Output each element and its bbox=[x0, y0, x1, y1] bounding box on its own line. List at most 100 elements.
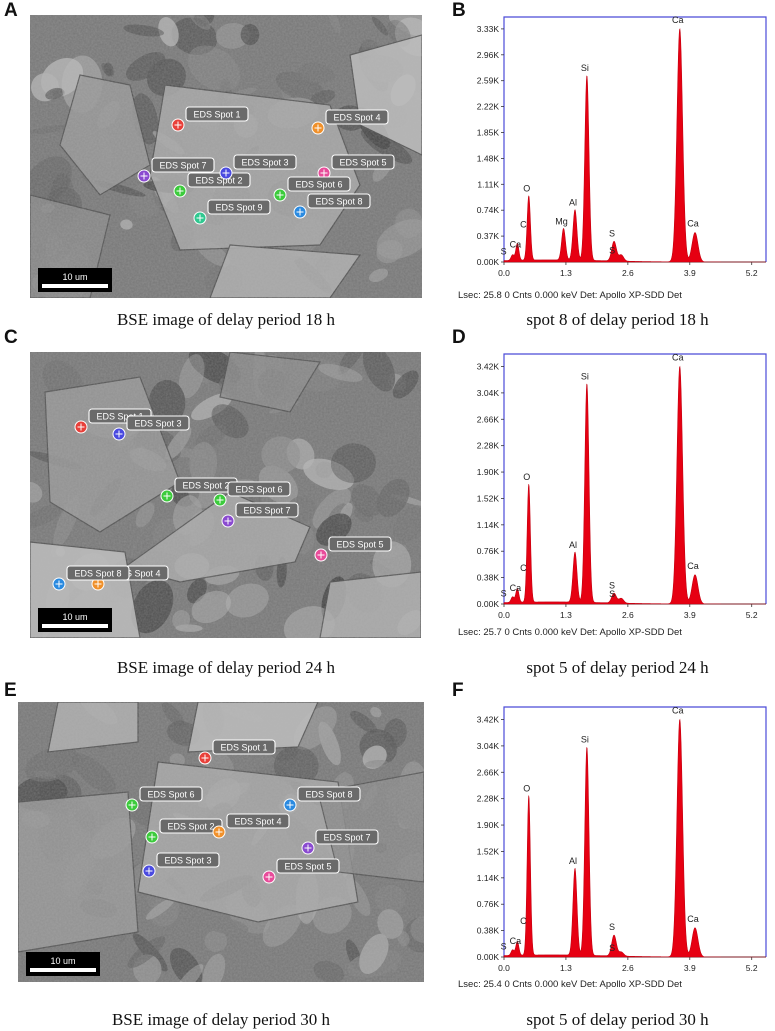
y-tick-label: 3.42K bbox=[477, 715, 500, 725]
peak-label: O bbox=[523, 783, 530, 793]
eds-spot-label: EDS Spot 5 bbox=[284, 862, 331, 872]
y-tick-label: 1.48K bbox=[477, 153, 500, 163]
scale-bar-label: 10 um bbox=[62, 612, 87, 622]
x-tick-label: 3.9 bbox=[684, 963, 696, 973]
y-tick-label: 2.66K bbox=[477, 767, 500, 777]
scale-bar-label: 10 um bbox=[62, 272, 87, 282]
eds-spot-marker: EDS Spot 1 bbox=[171, 106, 249, 132]
eds-spot-label: EDS Spot 2 bbox=[167, 822, 214, 832]
eds-spot-label: EDS Spot 8 bbox=[315, 197, 362, 207]
spectrum-canvas: 0.00K 0.38K 0.76K 1.14K 1.52K 1.90K 2.28K 2.66K… bbox=[477, 353, 767, 620]
y-tick-label: 3.04K bbox=[477, 388, 500, 398]
spectrum-frame bbox=[503, 353, 767, 604]
peak-label: C bbox=[520, 916, 527, 926]
x-tick-label: 1.3 bbox=[560, 963, 572, 973]
x-tick-label: 5.2 bbox=[746, 963, 758, 973]
peak-label: Ca bbox=[672, 15, 684, 25]
eds-spot-label: EDS Spot 6 bbox=[147, 790, 194, 800]
sem-canvas: EDS Spot 1 EDS Spot 2 EDS Spot 3 EDS Spot 4… bbox=[18, 702, 424, 982]
panel-letter-d: D bbox=[452, 327, 466, 348]
eds-spot-marker: EDS Spot 2 bbox=[160, 477, 238, 503]
y-tick-label: 0.76K bbox=[477, 899, 500, 909]
eds-spot-label-box bbox=[156, 852, 220, 868]
x-tick-label: 1.3 bbox=[560, 610, 572, 620]
peak-label: C bbox=[520, 563, 527, 573]
eds-spot-label: EDS Spot 1 bbox=[220, 743, 267, 753]
eds-spot-marker: EDS Spot 2 bbox=[145, 818, 223, 844]
y-tick-label: 2.96K bbox=[477, 50, 500, 60]
caption-bse-18h: BSE image of delay period 18 h bbox=[116, 310, 336, 329]
y-tick-label: 3.04K bbox=[477, 741, 500, 751]
y-tick-label: 2.28K bbox=[477, 794, 500, 804]
peak-label: S bbox=[609, 246, 615, 256]
y-tick-label: 2.22K bbox=[477, 102, 500, 112]
y-tick-label: 1.11K bbox=[477, 179, 499, 189]
eds-spot-label-box bbox=[328, 536, 392, 552]
eds-spot-label-box bbox=[287, 176, 351, 192]
eds-spot-label-box bbox=[185, 106, 249, 122]
caption-spectrum-30h: spot 5 of delay period 30 h bbox=[526, 1010, 709, 1029]
peak-label: S bbox=[501, 246, 507, 256]
eds-spot-label: EDS Spot 9 bbox=[215, 203, 262, 213]
spectrum-series bbox=[503, 718, 766, 958]
eds-spot-label-box bbox=[139, 786, 203, 802]
eds-spot-label-box bbox=[66, 565, 130, 581]
eds-spot-label-box bbox=[315, 829, 379, 845]
peak-label: Ca bbox=[687, 219, 699, 229]
peak-label: Ca bbox=[510, 936, 522, 946]
peak-label: Ca bbox=[687, 561, 699, 571]
spectrum-footer-30h: Lsec: 25.4 0 Cnts 0.000 keV Det: Apollo … bbox=[458, 979, 682, 990]
sem-canvas: EDS Spot 1 EDS Spot 2 EDS Spot 3 EDS Spot 4… bbox=[30, 15, 422, 298]
eds-spot-label: EDS Spot 5 bbox=[339, 158, 386, 168]
eds-spot-marker: EDS Spot 5 bbox=[314, 536, 392, 562]
panel-letter-c: C bbox=[4, 327, 18, 348]
eds-spot-marker: EDS Spot 4 bbox=[212, 813, 290, 839]
peak-label: S bbox=[609, 943, 615, 953]
y-tick-label: 1.90K bbox=[477, 467, 500, 477]
eds-spot-label: EDS Spot 7 bbox=[159, 161, 206, 171]
y-tick-label: 1.52K bbox=[477, 846, 500, 856]
eds-spot-label-box bbox=[187, 172, 251, 188]
eds-spot-marker: EDS Spot 5 bbox=[262, 858, 340, 884]
eds-spot-label: EDS Spot 4 bbox=[333, 113, 380, 123]
peak-label: Si bbox=[581, 63, 589, 73]
eds-spot-label: EDS Spot 3 bbox=[134, 419, 181, 429]
eds-spot-label: EDS Spot 8 bbox=[74, 569, 121, 579]
eds-spot-marker: EDS Spot 8 bbox=[283, 786, 361, 812]
peak-label: Ca bbox=[510, 240, 522, 250]
panel-letter-a: A bbox=[4, 0, 18, 21]
spectrum-canvas: 0.00K 0.38K 0.76K 1.14K 1.52K 1.90K 2.28K 2.66K… bbox=[477, 706, 767, 973]
spectrum-footer-18h: Lsec: 25.8 0 Cnts 0.000 keV Det: Apollo … bbox=[458, 290, 682, 301]
eds-spot-label: EDS Spot 1 bbox=[193, 110, 240, 120]
eds-spectrum-24h: 0.00K 0.38K 0.76K 1.14K 1.52K 1.90K 2.28K 2.66K… bbox=[460, 352, 770, 642]
peak-label: S bbox=[609, 922, 615, 932]
peak-label: O bbox=[523, 184, 530, 194]
x-tick-label: 1.3 bbox=[560, 268, 572, 278]
eds-spot-label: EDS Spot 7 bbox=[323, 833, 370, 843]
scale-bar: 10 um bbox=[38, 268, 112, 292]
eds-spot-label-box bbox=[212, 739, 276, 755]
caption-spectrum-24h: spot 5 of delay period 24 h bbox=[526, 658, 709, 677]
eds-spot-marker: EDS Spot 5 bbox=[317, 154, 395, 180]
x-tick-label: 3.9 bbox=[684, 610, 696, 620]
eds-spot-label-box bbox=[331, 154, 395, 170]
eds-spot-label-box bbox=[235, 502, 299, 518]
eds-spot-marker: EDS Spot 7 bbox=[221, 502, 299, 528]
eds-spot-label: EDS Spot 4 bbox=[113, 569, 160, 579]
eds-spot-label: EDS Spot 4 bbox=[234, 817, 281, 827]
bse-image-24h: EDS Spot 1 EDS Spot 2 EDS Spot 3 EDS Spot 4… bbox=[30, 352, 421, 638]
x-tick-label: 5.2 bbox=[746, 268, 758, 278]
eds-spot-label: EDS Spot 3 bbox=[241, 158, 288, 168]
y-tick-label: 0.76K bbox=[477, 546, 500, 556]
peak-label: Al bbox=[569, 198, 577, 208]
y-tick-label: 1.14K bbox=[477, 520, 500, 530]
y-tick-label: 0.00K bbox=[477, 952, 500, 962]
spectrum-footer-24h: Lsec: 25.7 0 Cnts 0.000 keV Det: Apollo … bbox=[458, 627, 682, 638]
eds-spot-marker: EDS Spot 6 bbox=[213, 481, 291, 507]
eds-spot-label: EDS Spot 8 bbox=[305, 790, 352, 800]
eds-spot-label-box bbox=[325, 109, 389, 125]
eds-spot-marker: EDS Spot 4 bbox=[311, 109, 389, 135]
peak-label: Mg bbox=[555, 217, 568, 227]
eds-spot-marker: EDS Spot 3 bbox=[142, 852, 220, 878]
y-tick-label: 0.37K bbox=[477, 231, 500, 241]
